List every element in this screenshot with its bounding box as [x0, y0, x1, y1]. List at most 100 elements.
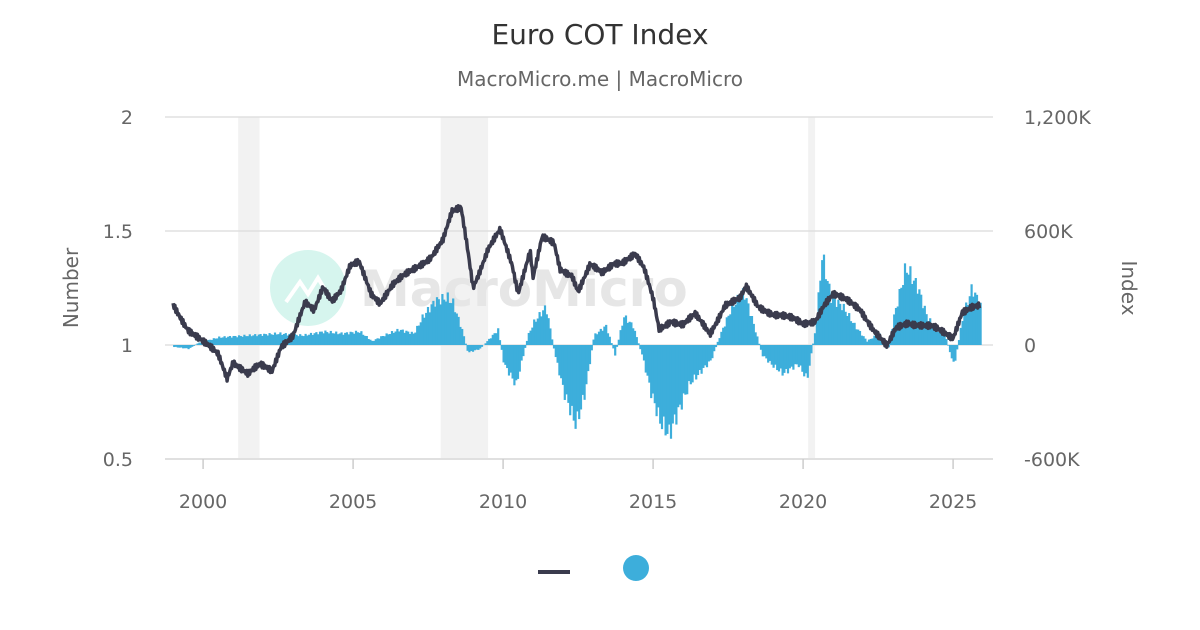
bar — [630, 322, 633, 345]
bar — [954, 345, 957, 361]
bar — [180, 345, 183, 348]
bar — [245, 336, 248, 345]
bar — [300, 335, 304, 345]
bar — [570, 345, 574, 406]
bar — [367, 339, 370, 345]
bar — [759, 345, 763, 350]
bar — [565, 345, 568, 395]
bar — [916, 293, 919, 345]
bar — [831, 296, 835, 345]
bar — [464, 343, 467, 345]
bar — [282, 333, 286, 345]
bar — [750, 316, 754, 345]
bar — [612, 345, 615, 349]
bar — [466, 345, 469, 351]
bar — [491, 334, 494, 345]
bar — [475, 345, 478, 350]
bar — [182, 345, 185, 349]
bar — [774, 345, 777, 365]
legend-bar-swatch — [623, 555, 649, 581]
bar — [695, 345, 698, 380]
bar — [905, 272, 908, 345]
bar — [914, 278, 917, 345]
bar — [178, 345, 181, 348]
bar — [864, 338, 867, 345]
bar — [833, 297, 836, 345]
bar — [401, 329, 404, 345]
bar — [315, 332, 318, 345]
bar — [873, 335, 876, 345]
bar — [457, 316, 460, 345]
bar — [657, 345, 660, 408]
bar — [342, 334, 345, 345]
bar — [763, 345, 766, 357]
bar — [567, 345, 570, 403]
bar — [189, 345, 192, 348]
bar — [597, 331, 601, 345]
bar — [358, 332, 361, 345]
bar — [347, 334, 350, 345]
bar — [968, 296, 971, 345]
bar — [837, 299, 840, 345]
bar — [216, 338, 219, 345]
x-tick-label: 2000 — [179, 491, 227, 513]
bar — [821, 260, 824, 345]
legend-item-bars[interactable] — [623, 555, 649, 581]
bar — [851, 322, 854, 345]
bar — [812, 343, 815, 345]
bar — [320, 331, 323, 345]
bar — [266, 335, 269, 345]
bar — [574, 345, 577, 429]
bar — [450, 303, 453, 345]
bar — [183, 345, 187, 349]
bar — [835, 306, 838, 345]
bar — [356, 332, 359, 345]
bar — [815, 321, 818, 345]
bar — [718, 338, 721, 345]
bar — [752, 323, 755, 345]
bar — [227, 336, 230, 345]
bar — [351, 332, 354, 345]
bar — [430, 304, 433, 345]
bar — [329, 330, 332, 345]
bar — [754, 332, 757, 345]
bar — [324, 330, 327, 345]
bar — [698, 345, 701, 371]
bar — [486, 341, 489, 345]
bar — [520, 345, 523, 361]
bar — [392, 332, 395, 345]
bar — [531, 327, 534, 345]
bar — [560, 345, 563, 379]
bar — [408, 333, 412, 345]
bar — [533, 319, 536, 345]
bar — [702, 345, 705, 368]
bar — [866, 341, 869, 345]
bar — [956, 345, 959, 350]
bar — [551, 339, 554, 345]
bar — [772, 345, 775, 368]
bar — [448, 302, 451, 345]
bar — [945, 339, 948, 345]
bar — [578, 345, 581, 420]
bar — [318, 331, 322, 345]
bar — [632, 328, 635, 345]
y-left-tick-label: 0.5 — [103, 449, 133, 471]
line-series — [171, 204, 982, 383]
bar — [788, 345, 791, 369]
bar — [579, 345, 583, 410]
bar — [848, 313, 851, 345]
chart-subtitle: MacroMicro.me | MacroMicro — [457, 67, 743, 91]
bar — [378, 338, 381, 345]
bar — [576, 345, 579, 412]
bar — [210, 339, 214, 345]
bar — [453, 312, 457, 345]
bar — [934, 326, 937, 345]
bar — [385, 333, 388, 345]
bar — [678, 345, 682, 405]
bar — [497, 328, 500, 345]
bar — [619, 330, 622, 345]
bar — [191, 345, 194, 347]
bar — [470, 345, 473, 351]
bar — [243, 334, 246, 345]
bar — [237, 335, 241, 345]
